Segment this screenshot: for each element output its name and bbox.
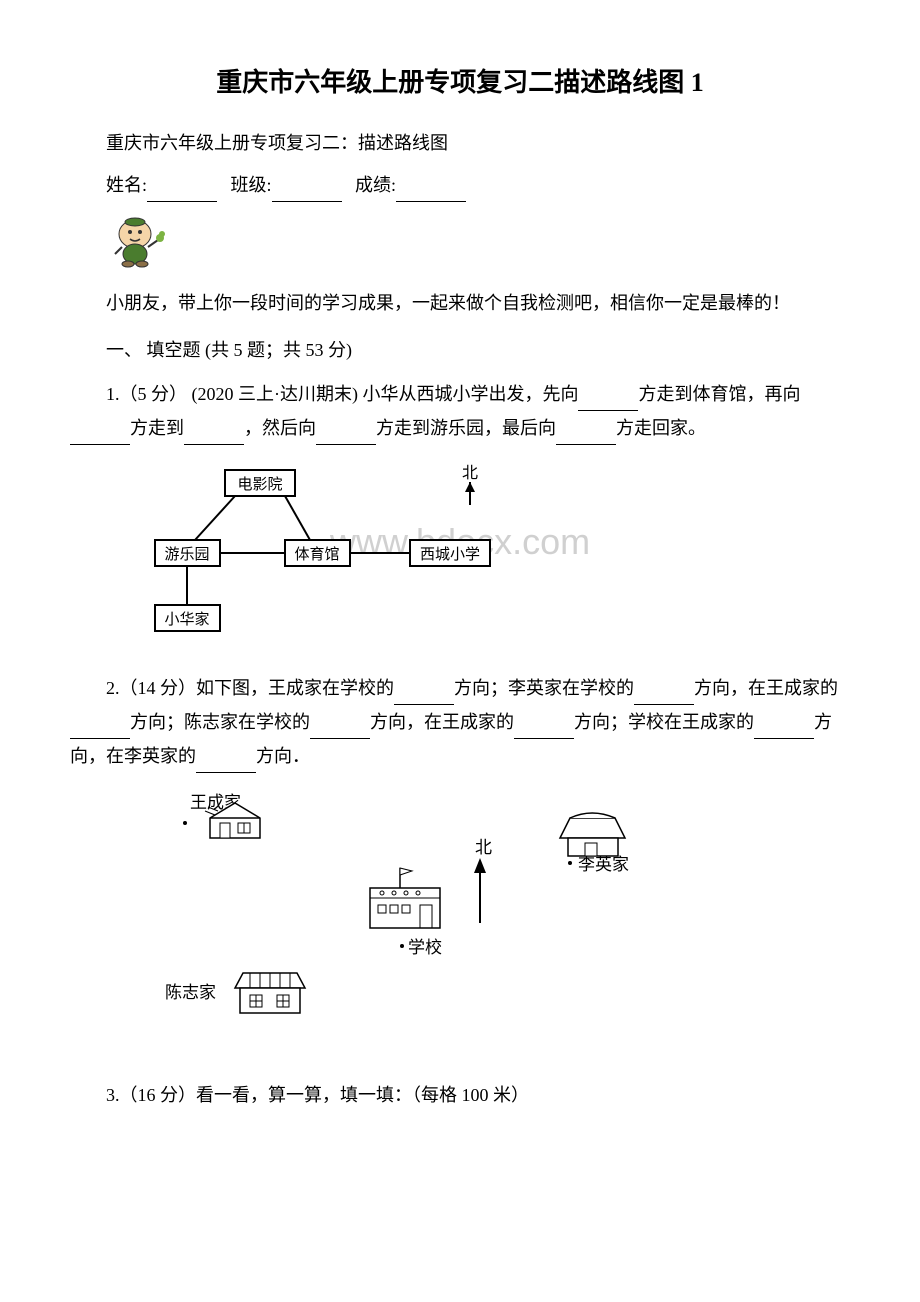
q2-blank-3[interactable] xyxy=(70,717,130,739)
q2-blank-1[interactable] xyxy=(394,683,454,705)
svg-text:西城小学: 西城小学 xyxy=(420,546,480,563)
section-header: 一、 填空题 (共 5 题；共 53 分) xyxy=(70,334,850,366)
q2-blank-6[interactable] xyxy=(754,717,814,739)
q2-text-3: 方向，在王成家的 xyxy=(694,678,838,698)
q2-text-1: 2.（14 分）如下图，王成家在学校的 xyxy=(106,678,394,698)
d1-north-label: 北 xyxy=(462,464,478,482)
page-title: 重庆市六年级上册专项复习二描述路线图 1 xyxy=(70,60,850,107)
q1-text-2: 方走到体育馆，再向 xyxy=(638,384,800,404)
svg-text:北: 北 xyxy=(475,838,492,857)
question-3: 3.（16 分）看一看，算一算，填一填：（每格 100 米） xyxy=(70,1078,850,1112)
svg-text:学校: 学校 xyxy=(408,938,442,957)
q1-text-5: 方走到游乐园，最后向 xyxy=(376,418,556,438)
class-blank[interactable] xyxy=(272,180,342,202)
question-1: 1.（5 分） (2020 三上·达川期末) 小华从西城小学出发，先向 方走到体育… xyxy=(70,377,850,445)
name-label: 姓名: xyxy=(106,175,147,195)
q2-text-4: 方向；陈志家在学校的 xyxy=(130,712,310,732)
q2-text-8: 方向． xyxy=(256,746,310,766)
q2-blank-2[interactable] xyxy=(634,683,694,705)
question-2: 2.（14 分）如下图，王成家在学校的方向；李英家在学校的方向，在王成家的方向；… xyxy=(70,671,850,774)
q1-blank-1[interactable] xyxy=(578,389,638,411)
svg-text:游乐园: 游乐园 xyxy=(164,546,209,563)
svg-text:小华家: 小华家 xyxy=(164,611,209,628)
student-info-line: 姓名: 班级: 成绩: xyxy=(70,169,850,201)
q2-blank-5[interactable] xyxy=(514,717,574,739)
q1-text-6: 方走回家。 xyxy=(616,418,706,438)
mascot-icon xyxy=(100,212,850,282)
class-label: 班级: xyxy=(231,175,272,195)
q2-blank-7[interactable] xyxy=(196,751,256,773)
q1-text-4: ，然后向 xyxy=(244,418,316,438)
q2-text-5: 方向，在王成家的 xyxy=(370,712,514,732)
diagram-1: www.bdocx.com 北 电影院 游乐园 体育馆 西城小学 小华家 xyxy=(130,460,850,650)
name-blank[interactable] xyxy=(147,180,217,202)
intro-text: 小朋友，带上你一段时间的学习成果，一起来做个自我检测吧，相信你一定是最棒的！ xyxy=(70,287,850,319)
score-blank[interactable] xyxy=(396,180,466,202)
q2-blank-4[interactable] xyxy=(310,717,370,739)
q1-blank-5[interactable] xyxy=(556,424,616,446)
diagram-2: 王成家 李英家 北 xyxy=(130,788,850,1058)
svg-text:李英家: 李英家 xyxy=(578,855,629,874)
q1-blank-3[interactable] xyxy=(184,424,244,446)
q1-text-1: 1.（5 分） (2020 三上·达川期末) 小华从西城小学出发，先向 xyxy=(106,384,578,404)
q1-blank-2[interactable] xyxy=(70,424,130,446)
svg-text:电影院: 电影院 xyxy=(237,475,282,493)
q2-text-6: 方向；学校在王成家的 xyxy=(574,712,754,732)
q2-text-2: 方向；李英家在学校的 xyxy=(454,678,634,698)
subtitle: 重庆市六年级上册专项复习二：描述路线图 xyxy=(70,127,850,159)
q1-text-3: 方走到 xyxy=(130,418,184,438)
score-label: 成绩: xyxy=(355,175,396,195)
svg-text:陈志家: 陈志家 xyxy=(165,983,216,1002)
q1-blank-4[interactable] xyxy=(316,424,376,446)
svg-text:体育馆: 体育馆 xyxy=(294,546,339,563)
